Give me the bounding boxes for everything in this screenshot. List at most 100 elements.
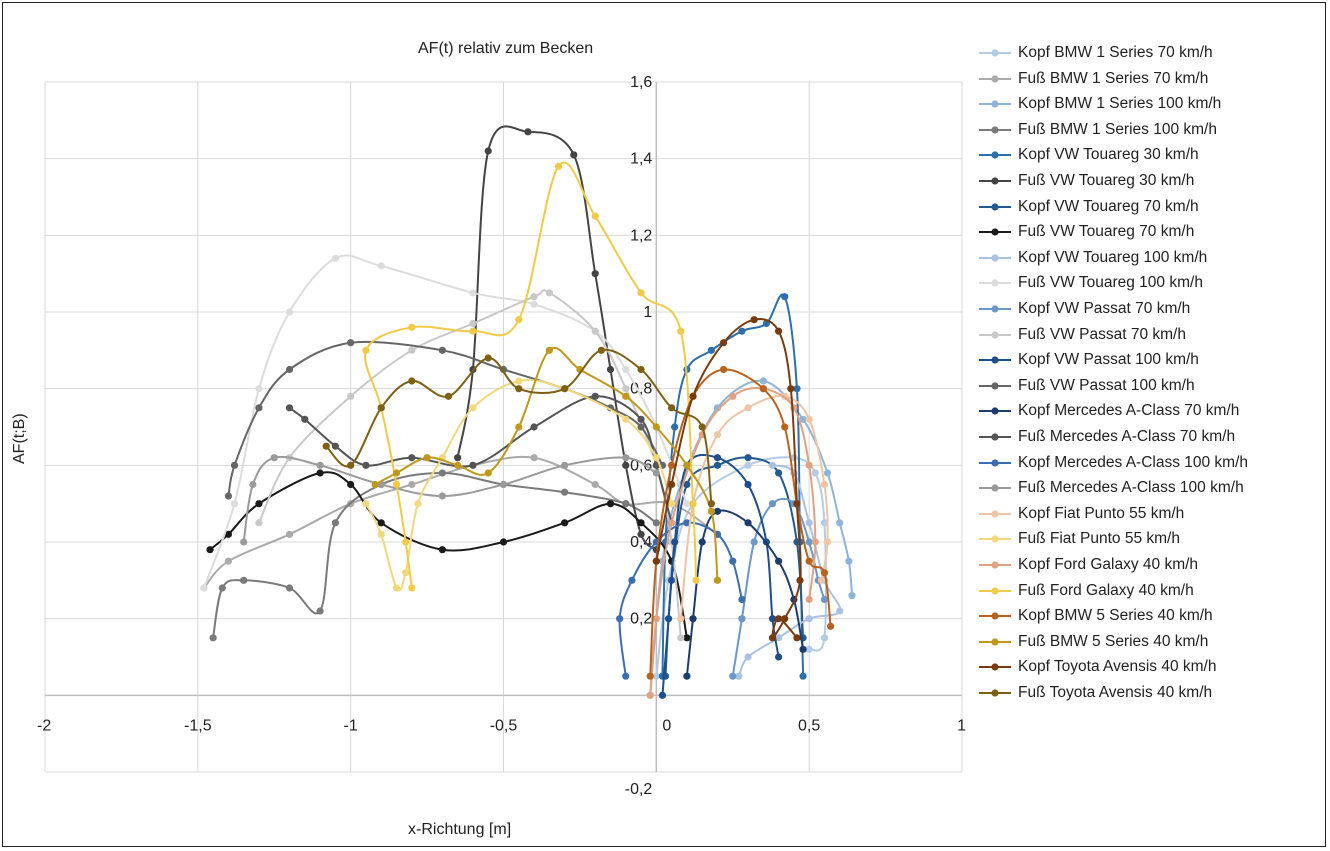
data-point	[713, 431, 722, 439]
data-point	[408, 323, 416, 331]
y-tick-label: 0,6	[630, 457, 652, 474]
legend-label: Fuß VW Touareg 30 km/h	[1018, 172, 1195, 189]
legend-label: Kopf BMW 5 Series 40 km/h	[1018, 607, 1213, 625]
legend-swatch	[979, 484, 1011, 492]
data-point	[255, 500, 263, 508]
data-point	[768, 500, 777, 508]
data-point	[683, 672, 691, 680]
data-point	[738, 327, 746, 335]
data-point	[561, 461, 569, 469]
data-point	[729, 392, 737, 400]
y-tick-label: 1,6	[630, 74, 652, 91]
legend-swatch	[979, 356, 1011, 364]
y-tick-label: 1,4	[630, 151, 652, 168]
data-point	[622, 385, 630, 393]
legend-item: Kopf BMW 5 Series 40 km/h	[978, 603, 1213, 629]
data-point	[799, 645, 807, 653]
legend-label: Fuß BMW 5 Series 40 km/h	[1018, 632, 1209, 650]
axes: -2 -1,5 -1 -0,5 0 0,5 11,61,41,210,80,60,40,2-…	[37, 74, 966, 798]
legend-swatch	[979, 202, 1011, 211]
data-point	[744, 454, 752, 462]
data-point	[316, 607, 324, 615]
data-point	[698, 423, 706, 431]
data-point	[285, 530, 294, 538]
x-tick-label: -1	[344, 717, 358, 734]
data-point	[658, 691, 667, 699]
data-point	[224, 557, 232, 565]
legend-label: Kopf Toyota Avensis 40 km/h	[1018, 658, 1217, 676]
legend-swatch	[979, 689, 1011, 697]
data-point	[423, 454, 431, 462]
data-point	[515, 385, 523, 393]
data-point	[444, 392, 453, 400]
legend-swatch	[979, 382, 1011, 390]
data-point	[768, 461, 777, 469]
data-point	[230, 461, 239, 469]
data-point	[362, 500, 370, 508]
legend-item: Kopf BMW 1 Series 70 km/h	[978, 40, 1213, 66]
data-point	[820, 595, 829, 604]
data-point	[820, 569, 829, 577]
legend-label: Fuß VW Touareg 70 km/h	[1018, 223, 1195, 241]
data-point	[218, 584, 226, 592]
series-22	[362, 161, 700, 592]
data-point	[377, 519, 385, 527]
legend-swatch	[979, 279, 1011, 287]
data-point	[316, 469, 324, 477]
data-point	[606, 365, 615, 374]
legend-swatch	[979, 74, 1011, 83]
data-point	[224, 530, 232, 538]
data-point	[652, 519, 660, 527]
data-point	[683, 461, 691, 469]
data-point	[805, 519, 813, 527]
legend-swatch	[979, 638, 1011, 646]
data-point	[469, 327, 477, 335]
data-point	[591, 480, 599, 489]
legend-label: Kopf Ford Galaxy 40 km/h	[1018, 556, 1199, 573]
data-point	[668, 404, 676, 412]
series-line	[649, 368, 832, 677]
data-point	[255, 385, 263, 393]
data-point	[677, 634, 685, 642]
data-point	[796, 576, 804, 584]
data-point	[591, 212, 599, 220]
legend-swatch	[979, 612, 1011, 620]
legend-label: Kopf VW Touareg 70 km/h	[1018, 197, 1199, 215]
legend-item: Fuß BMW 5 Series 40 km/h	[978, 629, 1208, 655]
legend-item: Kopf Mercedes A-Class 100 km/h	[978, 450, 1248, 476]
data-point	[362, 346, 370, 354]
data-point	[652, 423, 660, 431]
x-tick-label: -2	[37, 717, 51, 734]
data-point	[652, 672, 660, 680]
data-point	[377, 262, 385, 270]
data-point	[811, 469, 819, 477]
data-point	[637, 423, 645, 431]
legend-label: Kopf VW Passat 70 km/h	[1018, 300, 1191, 317]
series-line	[209, 471, 688, 638]
data-point	[637, 415, 645, 423]
x-tick-label: 0,5	[798, 717, 820, 734]
data-point	[469, 319, 477, 328]
data-point	[454, 461, 462, 469]
data-point	[799, 415, 807, 423]
data-point	[811, 538, 819, 546]
data-point	[668, 500, 676, 508]
data-point	[820, 634, 829, 642]
data-point	[775, 327, 783, 335]
data-point	[622, 392, 630, 400]
data-point	[719, 365, 728, 374]
legend-label: Kopf VW Touareg 30 km/h	[1018, 146, 1199, 164]
legend-label: Kopf Mercedes A-Class 100 km/h	[1018, 453, 1249, 471]
data-point	[668, 480, 676, 489]
legend-item: Fuß Ford Galaxy 40 km/h	[978, 578, 1194, 604]
data-point	[817, 576, 825, 584]
data-point	[347, 339, 355, 347]
series-13	[658, 454, 783, 699]
legend-item: Fuß Mercedes A-Class 70 km/h	[978, 424, 1235, 450]
legend-swatch	[979, 433, 1011, 441]
data-point	[805, 415, 813, 423]
data-point	[707, 346, 715, 354]
series-line	[242, 455, 657, 543]
data-point	[408, 584, 416, 592]
